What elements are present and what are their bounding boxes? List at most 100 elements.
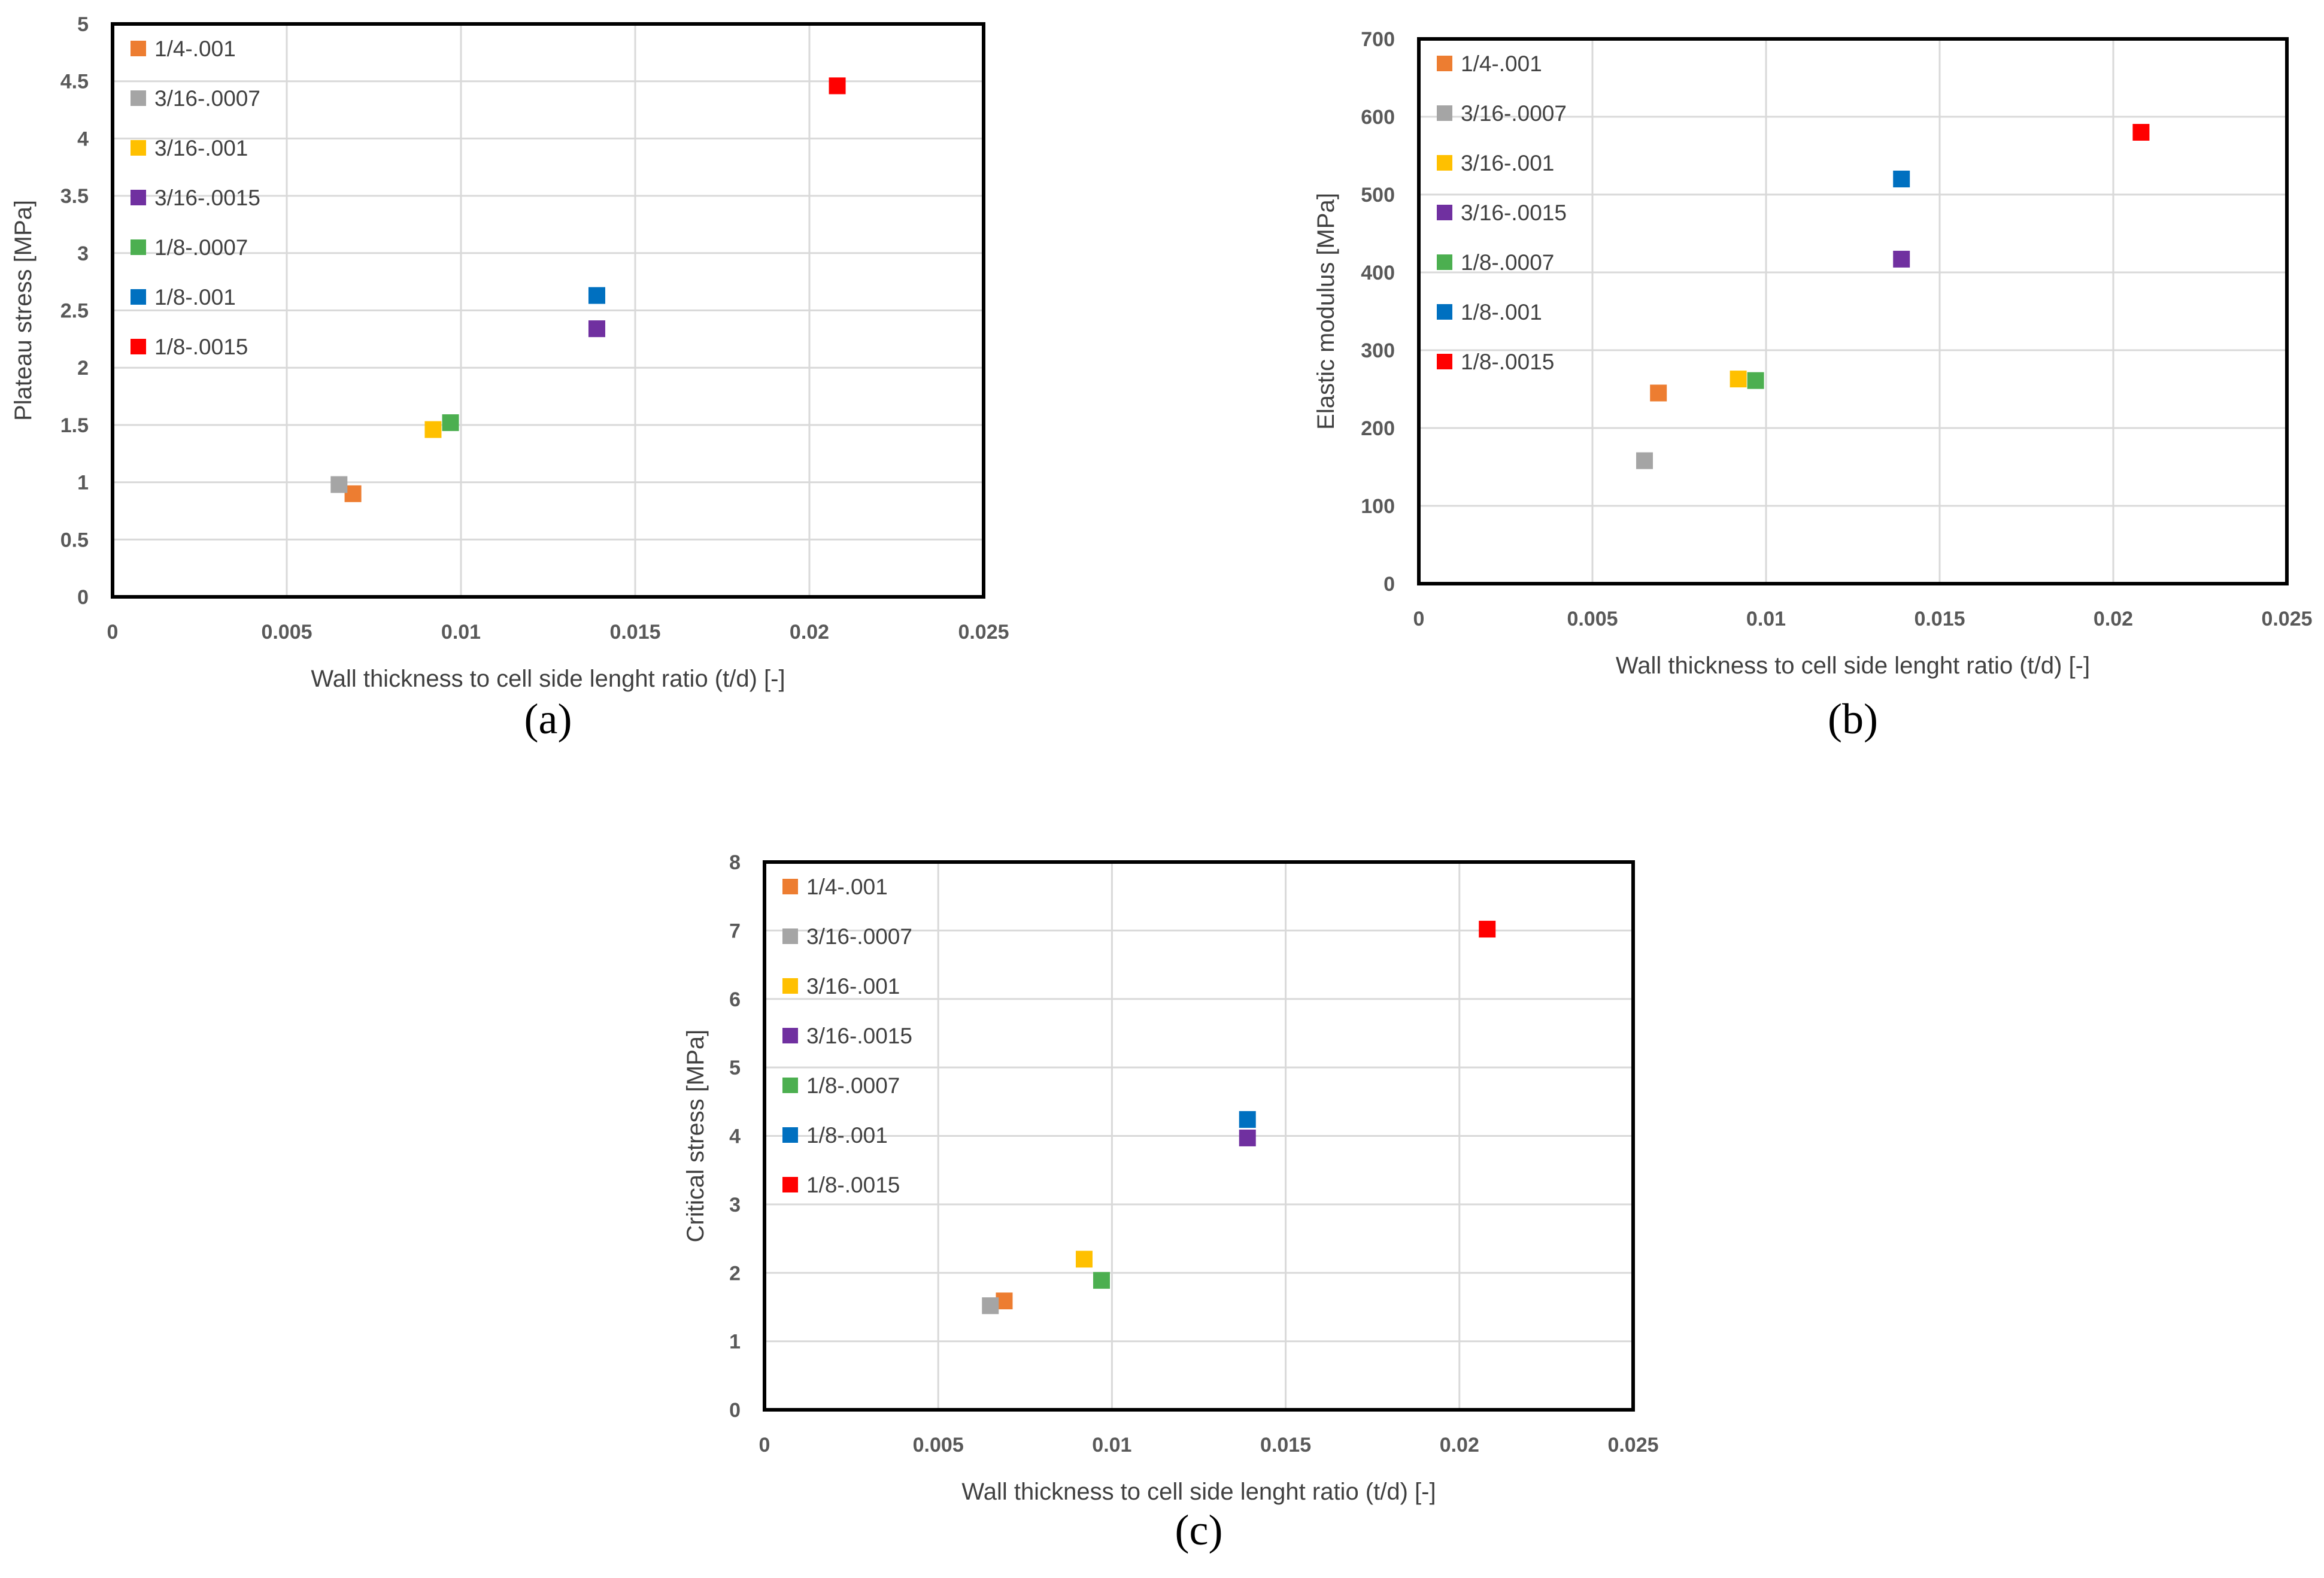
y-tick-label: 500	[1361, 184, 1395, 207]
legend-swatch	[1437, 354, 1452, 369]
legend-label: 1/4-.001	[1461, 51, 1542, 76]
data-point	[1479, 921, 1496, 938]
x-axis-title: Wall thickness to cell side lenght ratio…	[311, 666, 785, 692]
x-tick-label: 0.025	[958, 621, 1009, 644]
y-tick-label: 6	[729, 988, 741, 1011]
data-point	[1636, 452, 1653, 469]
legend-swatch	[1437, 155, 1452, 171]
y-tick-label: 2.5	[60, 300, 89, 323]
y-tick-label: 100	[1361, 495, 1395, 518]
panel-label: (b)	[1828, 695, 1878, 743]
y-tick-label: 3.5	[60, 185, 89, 208]
legend-label: 1/8-.0015	[154, 335, 248, 359]
legend-swatch	[1437, 205, 1452, 220]
legend-swatch	[1437, 254, 1452, 270]
plot-frame	[111, 22, 985, 599]
legend-label: 3/16-.0007	[154, 86, 260, 111]
chart-panel-c: 0 0.005 0.01 0.015 0.02 0.025 0 1 2 3 4 5 6 7 8 Wall th…	[682, 851, 1659, 1554]
data-point	[1893, 171, 1910, 187]
y-tick-label: 8	[729, 851, 741, 874]
legend-swatch	[1437, 56, 1452, 71]
data-point	[442, 414, 459, 432]
data-point	[1650, 384, 1667, 402]
legend-swatch	[782, 978, 798, 994]
y-tick-label: 600	[1361, 106, 1395, 129]
x-tick-label: 0.005	[1567, 608, 1618, 630]
legend-label: 3/16-.001	[1461, 151, 1554, 175]
y-axis-title: Plateau stress [MPa]	[10, 200, 37, 421]
data-point	[1239, 1129, 1256, 1146]
data-point	[2132, 124, 2150, 141]
legend-label: 1/4-.001	[806, 875, 888, 899]
y-tick-label: 7	[729, 920, 741, 942]
x-tick-label: 0.005	[913, 1434, 964, 1456]
data-point	[330, 476, 348, 493]
plot-frame	[763, 860, 1635, 1412]
y-tick-label: 2	[77, 357, 89, 380]
data-point	[829, 77, 846, 95]
legend-swatch	[131, 190, 146, 205]
legend-swatch	[1437, 105, 1452, 121]
y-tick-label: 2	[729, 1262, 741, 1285]
chart-panel-b: 0 0.005 0.01 0.015 0.02 0.025 0 100 200 300 400 500…	[1313, 28, 2313, 743]
y-tick-label: 5	[77, 13, 89, 36]
legend-swatch	[1437, 304, 1452, 320]
y-tick-label: 700	[1361, 28, 1395, 51]
x-tick-label: 0.02	[790, 621, 829, 644]
legend-swatch	[782, 1177, 798, 1192]
y-tick-label: 4.5	[60, 71, 89, 93]
panel-label: (a)	[524, 695, 572, 743]
data-point	[588, 320, 605, 338]
legend-label: 1/8-.001	[154, 285, 236, 309]
data-point	[1075, 1251, 1093, 1268]
x-tick-label: 0.01	[1746, 608, 1786, 630]
legend-swatch	[131, 239, 146, 255]
legend-swatch	[782, 1078, 798, 1093]
data-point	[1730, 371, 1747, 388]
y-axis-title: Critical stress [MPa]	[682, 1030, 709, 1243]
x-tick-label: 0.015	[1914, 608, 1965, 630]
legend-swatch	[131, 41, 146, 56]
y-tick-label: 1.5	[60, 414, 89, 437]
y-tick-label: 4	[729, 1125, 741, 1148]
y-tick-label: 3	[729, 1194, 741, 1216]
legend-swatch	[782, 1127, 798, 1143]
x-tick-label: 0.02	[1440, 1434, 1479, 1456]
x-tick-label: 0	[1413, 608, 1425, 630]
chart-panel-a: 0 0.005 0.01 0.015 0.02 0.025 0 0.5 1 1.5 2 2.5 3 3.5…	[10, 13, 1009, 743]
legend-label: 3/16-.0015	[154, 186, 260, 210]
y-tick-label: 4	[77, 128, 89, 150]
legend-label: 1/8-.0007	[806, 1073, 900, 1098]
legend-label: 3/16-.0007	[806, 924, 912, 949]
y-axis-title: Elastic modulus [MPa]	[1313, 193, 1339, 430]
legend-swatch	[131, 289, 146, 305]
plot-frame	[1417, 37, 2289, 585]
data-point	[982, 1297, 999, 1315]
data-point	[1747, 372, 1764, 389]
data-point	[588, 287, 605, 304]
x-axis-title: Wall thickness to cell side lenght ratio…	[1616, 653, 2090, 679]
legend-swatch	[131, 140, 146, 156]
x-tick-label: 0.01	[1092, 1434, 1131, 1456]
legend-swatch	[782, 928, 798, 944]
y-tick-label: 3	[77, 242, 89, 265]
x-axis-title: Wall thickness to cell side lenght ratio…	[961, 1479, 1436, 1505]
legend-swatch	[131, 339, 146, 354]
y-tick-label: 400	[1361, 262, 1395, 284]
x-tick-label: 0.005	[261, 621, 312, 644]
data-point	[424, 421, 442, 438]
data-point	[1239, 1111, 1256, 1128]
legend-label: 3/16-.0007	[1461, 101, 1567, 126]
panel-label: (c)	[1175, 1506, 1223, 1554]
x-tick-label: 0.01	[441, 621, 481, 644]
legend-label: 1/8-.0007	[1461, 250, 1554, 275]
legend-label: 1/8-.0015	[1461, 350, 1554, 374]
y-tick-label: 0	[729, 1399, 741, 1422]
legend-label: 1/8-.001	[806, 1123, 888, 1148]
x-tick-label: 0.015	[1260, 1434, 1311, 1456]
x-tick-label: 0.025	[1607, 1434, 1658, 1456]
legend-label: 3/16-.001	[154, 136, 248, 160]
y-tick-label: 300	[1361, 339, 1395, 362]
legend-label: 1/4-.001	[154, 37, 236, 61]
